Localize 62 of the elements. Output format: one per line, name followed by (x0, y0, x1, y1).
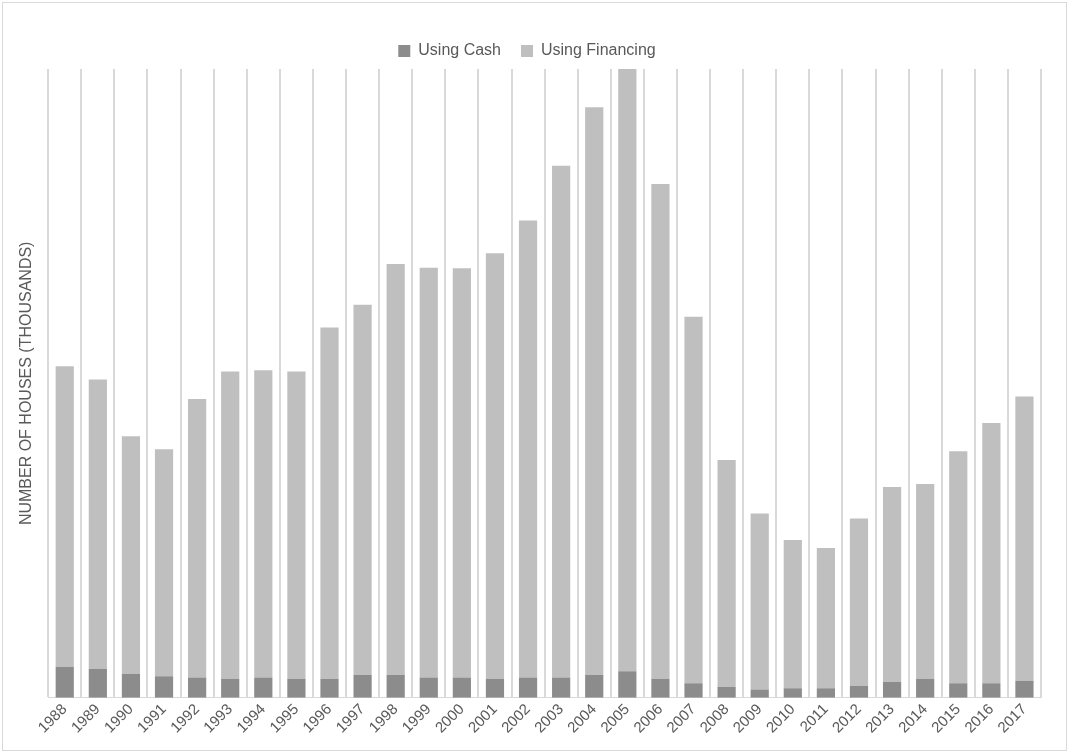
bar (518, 677, 538, 698)
bar (750, 513, 769, 690)
bar (320, 678, 339, 698)
bar (419, 677, 438, 698)
bar (982, 422, 1001, 684)
bar (254, 677, 273, 698)
legend-label: Using Cash (418, 41, 501, 59)
bar (783, 688, 802, 698)
bar (717, 686, 736, 698)
bar (88, 379, 107, 669)
bar (816, 548, 835, 689)
bar (651, 678, 670, 698)
bar (882, 487, 902, 682)
bar (849, 685, 869, 698)
bar (121, 673, 141, 698)
legend-label: Using Financing (540, 41, 656, 59)
bar (518, 220, 538, 678)
bar (552, 165, 571, 678)
bar (88, 668, 107, 698)
bar (552, 677, 571, 698)
bar (221, 678, 240, 698)
bar (254, 370, 273, 678)
bar (816, 688, 835, 698)
bar (949, 683, 968, 698)
bar (684, 683, 703, 698)
bar (783, 539, 802, 689)
bar (154, 449, 174, 677)
bar (320, 327, 339, 679)
bar (188, 677, 207, 698)
bar (949, 451, 968, 684)
y-axis-title: NUMBER OF HOUSES (THOUSANDS) (17, 241, 35, 526)
bar (452, 268, 471, 678)
bar (585, 675, 604, 698)
bar (386, 675, 405, 698)
bar (419, 267, 438, 678)
bar (287, 678, 306, 698)
bar (684, 316, 703, 684)
bar (916, 678, 935, 698)
bar (916, 483, 935, 679)
bar (188, 399, 207, 678)
bar (618, 671, 637, 698)
bar (849, 518, 869, 686)
bar (221, 371, 240, 679)
bar (982, 683, 1001, 698)
bar (882, 681, 902, 698)
bar (287, 371, 306, 679)
bar (1015, 396, 1034, 681)
bar (717, 460, 736, 687)
bar (353, 304, 372, 676)
bar (55, 666, 74, 698)
bar (651, 184, 670, 679)
bar (452, 677, 471, 698)
bar (485, 253, 505, 679)
bar (353, 675, 372, 698)
bar (55, 366, 74, 667)
bar (154, 676, 174, 698)
bar (585, 107, 604, 676)
bar (121, 436, 141, 674)
bar (386, 263, 405, 676)
bar (1015, 680, 1034, 698)
bar (618, 69, 637, 672)
bar (485, 678, 505, 698)
